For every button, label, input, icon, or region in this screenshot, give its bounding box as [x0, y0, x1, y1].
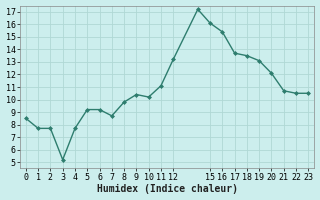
- X-axis label: Humidex (Indice chaleur): Humidex (Indice chaleur): [97, 184, 237, 194]
